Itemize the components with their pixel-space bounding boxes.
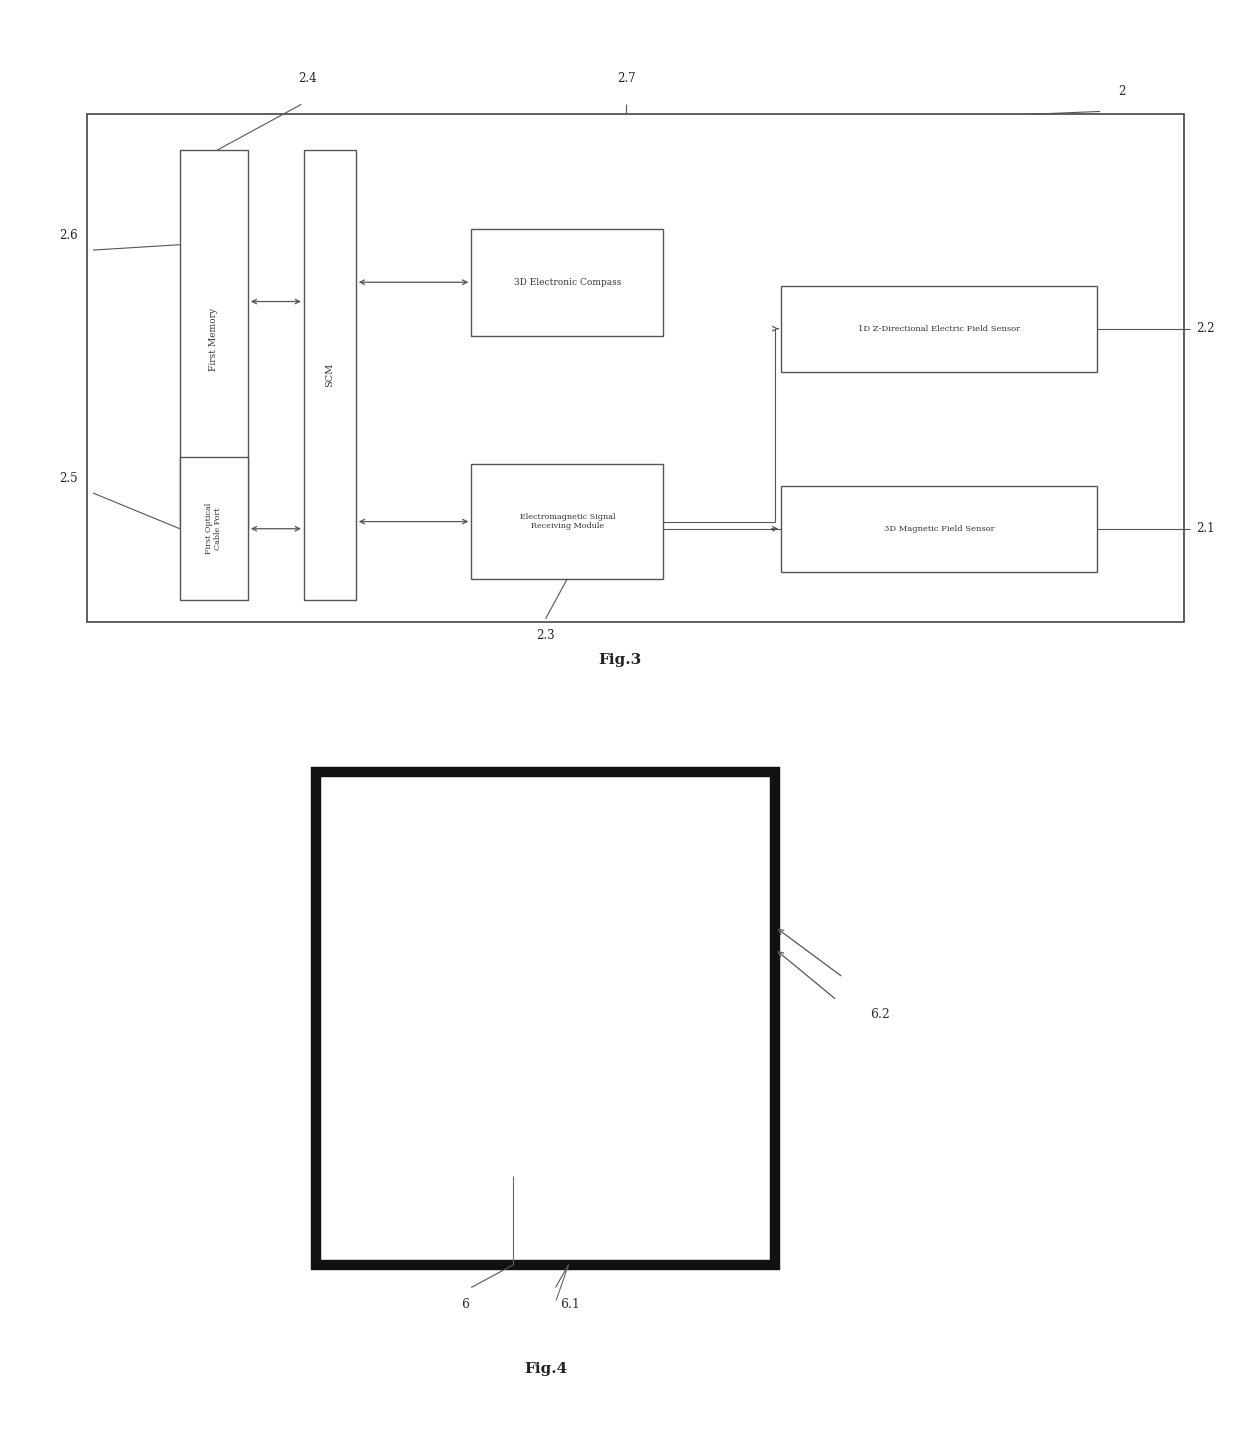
Bar — [781, 486, 1097, 572]
Text: 6.2: 6.2 — [870, 1007, 890, 1022]
Text: 2.1: 2.1 — [1197, 522, 1214, 536]
Text: Fig.3: Fig.3 — [599, 653, 641, 667]
Text: 2.5: 2.5 — [58, 472, 78, 486]
Text: 2: 2 — [1118, 84, 1126, 99]
Text: SCM: SCM — [325, 363, 335, 387]
Text: First Optical
Cable Port: First Optical Cable Port — [206, 503, 222, 554]
Bar — [781, 286, 1097, 372]
Bar — [471, 229, 663, 336]
Text: 2.6: 2.6 — [58, 229, 78, 243]
Text: 2.3: 2.3 — [536, 629, 556, 643]
Bar — [87, 114, 1184, 622]
Bar — [471, 464, 663, 579]
Text: 1D Z-Directional Electric Field Sensor: 1D Z-Directional Electric Field Sensor — [858, 324, 1021, 333]
Bar — [304, 150, 356, 600]
Text: 3D Electronic Compass: 3D Electronic Compass — [513, 277, 621, 287]
Text: 2.7: 2.7 — [616, 71, 636, 86]
Bar — [180, 457, 248, 600]
Bar — [180, 150, 248, 529]
Text: First Memory: First Memory — [210, 307, 218, 372]
Text: 3D Magnetic Field Sensor: 3D Magnetic Field Sensor — [884, 524, 994, 533]
Text: 2.4: 2.4 — [298, 71, 317, 86]
Text: 2.2: 2.2 — [1197, 322, 1214, 336]
Text: 6: 6 — [461, 1298, 469, 1312]
Bar — [316, 772, 775, 1265]
Text: Fig.4: Fig.4 — [525, 1362, 567, 1376]
Text: Electromagnetic Signal
Receiving Module: Electromagnetic Signal Receiving Module — [520, 513, 615, 530]
Text: 6.1: 6.1 — [560, 1298, 580, 1312]
